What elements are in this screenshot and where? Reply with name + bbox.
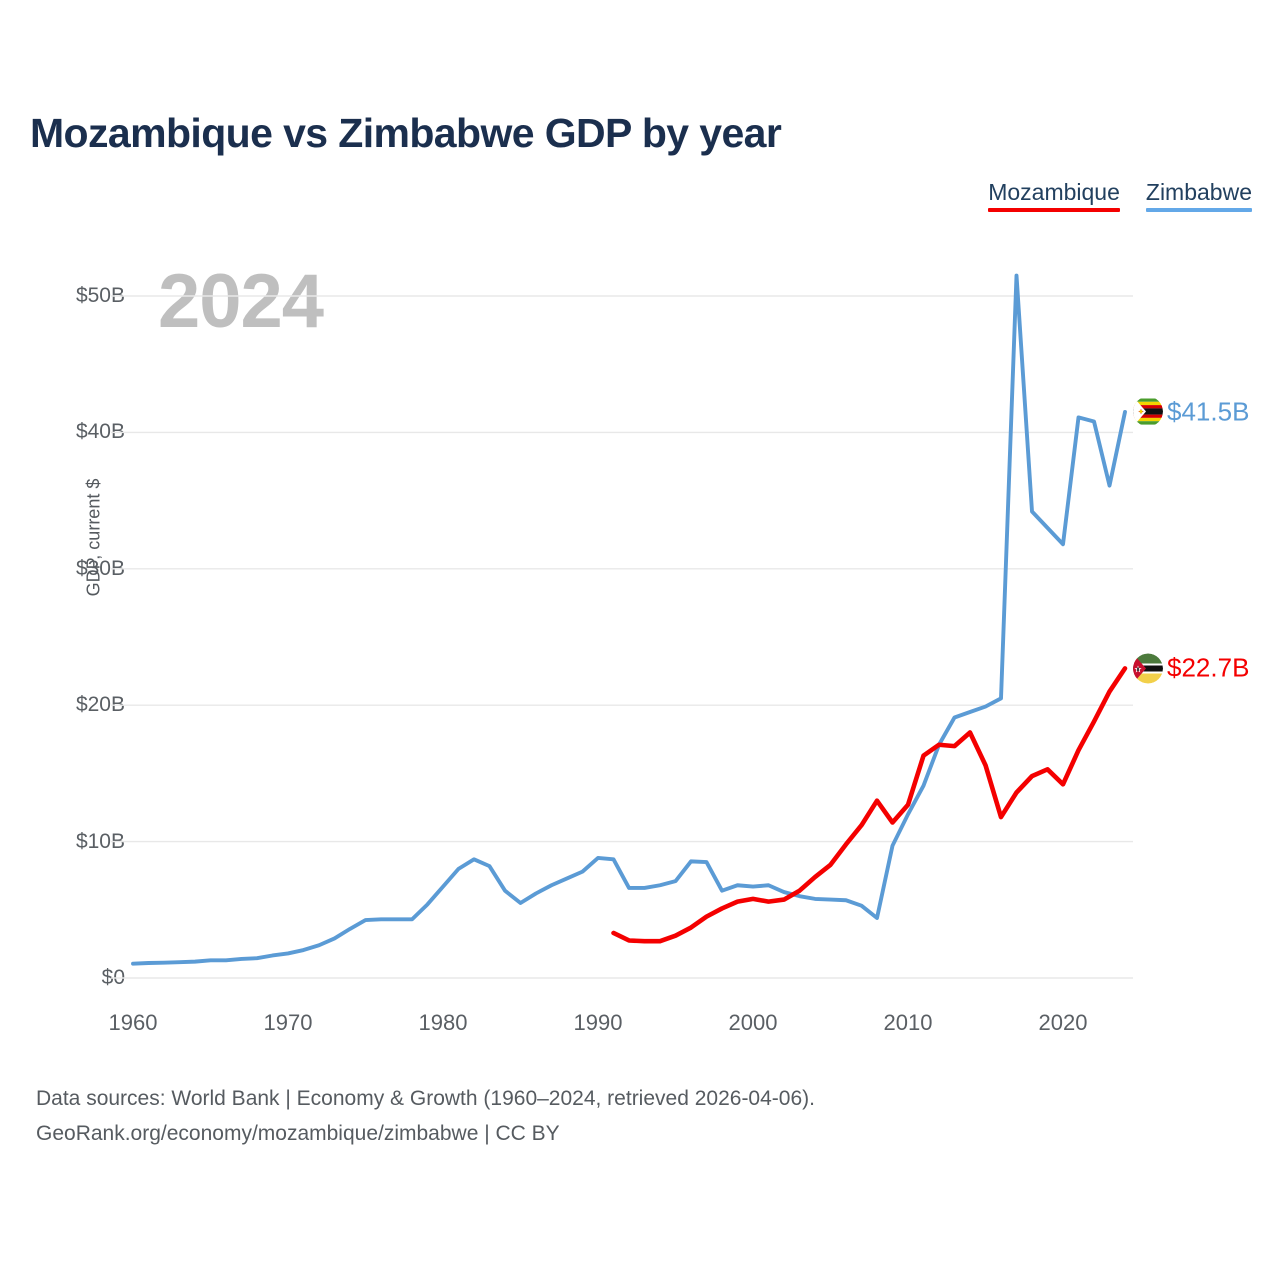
- chart-legend: Mozambique Zimbabwe: [988, 179, 1252, 213]
- series-line-zimbabwe: [131, 273, 1127, 966]
- legend-item-zimbabwe[interactable]: Zimbabwe: [1145, 179, 1252, 213]
- y-tick-label: $40B: [75, 420, 125, 444]
- legend-rule-mozambique: [988, 208, 1120, 213]
- page-title: Mozambique vs Zimbabwe GDP by year: [30, 110, 782, 156]
- x-tick-label: 2000: [728, 1010, 778, 1035]
- y-tick-label: $50B: [75, 284, 125, 307]
- y-tick-label: $10B: [75, 829, 125, 853]
- legend-item-mozambique[interactable]: Mozambique: [988, 179, 1120, 213]
- legend-label-mozambique: Mozambique: [988, 179, 1120, 205]
- y-tick-label: $30B: [75, 556, 125, 580]
- end-label-mozambique: $22.7B: [1133, 653, 1249, 684]
- end-label-value-mozambique: $22.7B: [1167, 652, 1250, 683]
- watermark-year: 2024: [158, 259, 324, 344]
- legend-rule-zimbabwe: [1145, 208, 1252, 213]
- x-tick-label: 2020: [1038, 1010, 1088, 1035]
- zimbabwe-flag-icon: [1133, 396, 1163, 427]
- series-line-mozambique: [611, 666, 1128, 944]
- legend-label-zimbabwe: Zimbabwe: [1145, 179, 1252, 205]
- mozambique-flag-icon: [1133, 653, 1163, 684]
- x-tick-label: 1960: [108, 1010, 158, 1035]
- x-tick-label: 1990: [573, 1010, 623, 1035]
- footer-line-1: Data sources: World Bank | Economy & Gro…: [36, 1087, 815, 1110]
- footer-line-2: GeoRank.org/economy/mozambique/zimbabwe …: [36, 1121, 560, 1145]
- x-tick-label: 1970: [263, 1010, 313, 1035]
- x-tick-label: 2010: [883, 1010, 933, 1035]
- footer-attribution: Data sources: World Bank | Economy & Gro…: [36, 1082, 815, 1151]
- y-tick-label: $20B: [75, 693, 125, 717]
- end-label-zimbabwe: $41.5B: [1133, 396, 1249, 427]
- x-tick-label: 1980: [418, 1010, 468, 1035]
- end-label-value-zimbabwe: $41.5B: [1167, 396, 1250, 427]
